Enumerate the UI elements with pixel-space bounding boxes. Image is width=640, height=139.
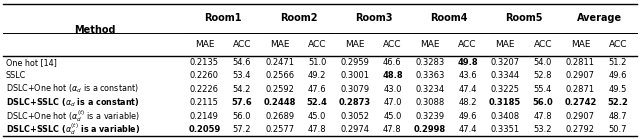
Text: One hot [14]: One hot [14] bbox=[6, 58, 56, 67]
Text: 51.2: 51.2 bbox=[609, 58, 627, 67]
Text: 0.3344: 0.3344 bbox=[491, 71, 520, 80]
Text: SSLC: SSLC bbox=[6, 71, 26, 80]
Text: 47.6: 47.6 bbox=[308, 85, 326, 94]
Text: 54.0: 54.0 bbox=[534, 58, 552, 67]
Text: 52.4: 52.4 bbox=[307, 98, 328, 107]
Text: Method: Method bbox=[74, 25, 115, 35]
Text: 0.3351: 0.3351 bbox=[491, 125, 520, 134]
Text: 0.2792: 0.2792 bbox=[566, 125, 595, 134]
Text: 0.3225: 0.3225 bbox=[491, 85, 520, 94]
Text: 49.8: 49.8 bbox=[458, 58, 478, 67]
Text: MAE: MAE bbox=[345, 40, 365, 49]
Text: 57.6: 57.6 bbox=[232, 98, 252, 107]
Text: ACC: ACC bbox=[609, 40, 627, 49]
Text: 47.4: 47.4 bbox=[458, 125, 477, 134]
Text: 45.0: 45.0 bbox=[383, 112, 401, 121]
Text: 0.3234: 0.3234 bbox=[415, 85, 445, 94]
Text: 0.2907: 0.2907 bbox=[566, 112, 595, 121]
Text: 49.6: 49.6 bbox=[609, 71, 627, 80]
Text: 0.2974: 0.2974 bbox=[340, 125, 369, 134]
Text: 49.5: 49.5 bbox=[609, 85, 627, 94]
Text: ACC: ACC bbox=[383, 40, 402, 49]
Text: 57.2: 57.2 bbox=[233, 125, 252, 134]
Text: MAE: MAE bbox=[495, 40, 515, 49]
Text: 0.2471: 0.2471 bbox=[265, 58, 294, 67]
Text: 0.2577: 0.2577 bbox=[265, 125, 294, 134]
Text: 0.3079: 0.3079 bbox=[340, 85, 369, 94]
Text: Room1: Room1 bbox=[204, 13, 242, 23]
Text: 0.2566: 0.2566 bbox=[265, 71, 294, 80]
Text: Room4: Room4 bbox=[430, 13, 468, 23]
Text: 0.3283: 0.3283 bbox=[415, 58, 445, 67]
Text: MAE: MAE bbox=[195, 40, 214, 49]
Text: 0.3001: 0.3001 bbox=[340, 71, 369, 80]
Text: DSLC+SSLC ($\alpha_d$ is a constant): DSLC+SSLC ($\alpha_d$ is a constant) bbox=[6, 96, 140, 109]
Text: 0.2135: 0.2135 bbox=[190, 58, 219, 67]
Text: 43.6: 43.6 bbox=[458, 71, 477, 80]
Text: ACC: ACC bbox=[458, 40, 477, 49]
Text: 0.3239: 0.3239 bbox=[415, 112, 445, 121]
Text: 48.2: 48.2 bbox=[458, 98, 477, 107]
Text: Room5: Room5 bbox=[505, 13, 543, 23]
Text: 0.2149: 0.2149 bbox=[190, 112, 219, 121]
Text: ACC: ACC bbox=[233, 40, 252, 49]
Text: 0.2907: 0.2907 bbox=[566, 71, 595, 80]
Text: ACC: ACC bbox=[534, 40, 552, 49]
Text: DSLC+One hot ($\alpha_d$ is a constant): DSLC+One hot ($\alpha_d$ is a constant) bbox=[6, 83, 138, 95]
Text: Average: Average bbox=[577, 13, 622, 23]
Text: 52.2: 52.2 bbox=[607, 98, 628, 107]
Text: 51.0: 51.0 bbox=[308, 58, 326, 67]
Text: 0.3185: 0.3185 bbox=[489, 98, 522, 107]
Text: 0.2998: 0.2998 bbox=[414, 125, 446, 134]
Text: 0.3052: 0.3052 bbox=[340, 112, 369, 121]
Text: 0.3207: 0.3207 bbox=[491, 58, 520, 67]
Text: 0.2742: 0.2742 bbox=[564, 98, 596, 107]
Text: 47.8: 47.8 bbox=[534, 112, 552, 121]
Text: MAE: MAE bbox=[571, 40, 590, 49]
Text: DSLC+SSLC ($\alpha_d^{(t)}$ is a variable): DSLC+SSLC ($\alpha_d^{(t)}$ is a variabl… bbox=[6, 122, 140, 137]
Text: 54.2: 54.2 bbox=[233, 85, 251, 94]
Text: 49.2: 49.2 bbox=[308, 71, 326, 80]
Text: 0.3408: 0.3408 bbox=[491, 112, 520, 121]
Text: MAE: MAE bbox=[420, 40, 440, 49]
Text: 0.2689: 0.2689 bbox=[265, 112, 294, 121]
Text: 54.6: 54.6 bbox=[233, 58, 252, 67]
Text: Room3: Room3 bbox=[355, 13, 392, 23]
Text: DSLC+One hot ($\alpha_d^{(t)}$ is a variable): DSLC+One hot ($\alpha_d^{(t)}$ is a vari… bbox=[6, 108, 140, 124]
Text: 0.2959: 0.2959 bbox=[340, 58, 369, 67]
Text: ACC: ACC bbox=[308, 40, 326, 49]
Text: 0.2115: 0.2115 bbox=[190, 98, 219, 107]
Text: 0.2871: 0.2871 bbox=[566, 85, 595, 94]
Text: 0.2059: 0.2059 bbox=[188, 125, 221, 134]
Text: 55.4: 55.4 bbox=[534, 85, 552, 94]
Text: 50.7: 50.7 bbox=[609, 125, 627, 134]
Text: 53.4: 53.4 bbox=[233, 71, 252, 80]
Text: 48.8: 48.8 bbox=[382, 71, 403, 80]
Text: 45.0: 45.0 bbox=[308, 112, 326, 121]
Text: 0.2873: 0.2873 bbox=[339, 98, 371, 107]
Text: 53.2: 53.2 bbox=[534, 125, 552, 134]
Text: 47.8: 47.8 bbox=[383, 125, 402, 134]
Text: 49.6: 49.6 bbox=[458, 112, 477, 121]
Text: Room2: Room2 bbox=[280, 13, 317, 23]
Text: 52.8: 52.8 bbox=[534, 71, 552, 80]
Text: 56.0: 56.0 bbox=[233, 112, 252, 121]
Text: 0.2260: 0.2260 bbox=[190, 71, 219, 80]
Text: 56.0: 56.0 bbox=[532, 98, 553, 107]
Text: 0.2448: 0.2448 bbox=[264, 98, 296, 107]
Text: 47.8: 47.8 bbox=[308, 125, 326, 134]
Text: 48.7: 48.7 bbox=[609, 112, 627, 121]
Text: 0.3363: 0.3363 bbox=[415, 71, 445, 80]
Text: 47.0: 47.0 bbox=[383, 98, 402, 107]
Text: MAE: MAE bbox=[270, 40, 289, 49]
Text: 0.2226: 0.2226 bbox=[190, 85, 219, 94]
Text: 0.3088: 0.3088 bbox=[415, 98, 445, 107]
Text: 46.6: 46.6 bbox=[383, 58, 402, 67]
Text: 0.2811: 0.2811 bbox=[566, 58, 595, 67]
Text: 0.2592: 0.2592 bbox=[265, 85, 294, 94]
Text: 47.4: 47.4 bbox=[458, 85, 477, 94]
Text: 43.0: 43.0 bbox=[383, 85, 402, 94]
